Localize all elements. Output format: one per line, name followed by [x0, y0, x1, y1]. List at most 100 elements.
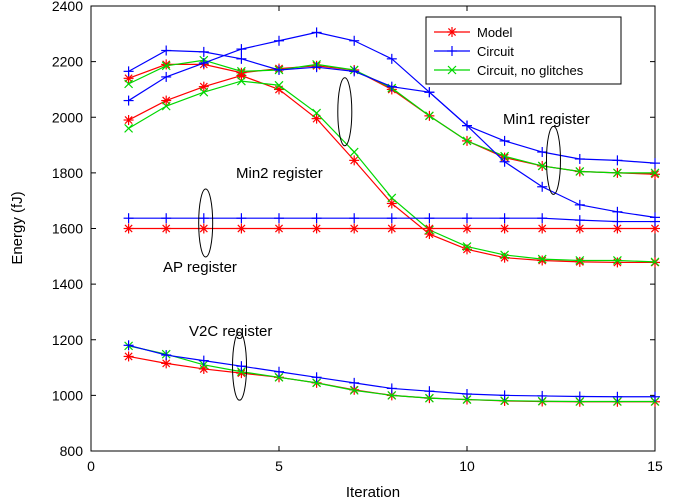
data-point-circuit — [274, 35, 284, 46]
data-point-circuit — [311, 62, 322, 73]
data-point-model — [198, 223, 209, 234]
data-point-circuit — [236, 213, 247, 224]
data-point-circuit-no-glitches — [161, 101, 171, 111]
data-point-circuit — [386, 383, 397, 394]
data-point-circuit — [236, 361, 247, 372]
data-point-circuit-no-glitches — [312, 378, 322, 388]
data-point-circuit — [386, 81, 397, 92]
data-point-circuit — [537, 181, 548, 192]
data-point-circuit-no-glitches — [424, 393, 434, 403]
group-min1-register — [123, 45, 660, 180]
data-point-circuit-no-glitches — [424, 111, 434, 121]
data-point-circuit — [650, 391, 660, 402]
data-point-model — [424, 223, 435, 234]
data-point-model — [311, 223, 322, 234]
data-point-circuit-no-glitches — [161, 61, 171, 71]
data-point-model — [499, 223, 510, 234]
data-point-model — [574, 223, 585, 234]
data-point-model — [161, 223, 172, 234]
v2c-ellipse — [232, 331, 248, 401]
data-point-circuit-no-glitches — [612, 256, 622, 265]
data-point-model — [123, 115, 134, 126]
y-tick-label: 2200 — [52, 54, 83, 70]
group-v2c-register — [123, 340, 660, 407]
data-point-circuit — [236, 44, 247, 55]
data-point-model — [161, 358, 172, 369]
data-point-model — [650, 169, 660, 180]
data-point-circuit-no-glitches — [500, 396, 510, 406]
data-point-circuit — [198, 355, 209, 366]
data-point-model — [349, 223, 360, 234]
data-point-circuit-no-glitches — [650, 257, 660, 267]
data-point-circuit — [462, 120, 472, 131]
y-tick-label: 1200 — [52, 332, 83, 348]
data-point-circuit-no-glitches — [349, 385, 359, 395]
data-point-circuit-no-glitches — [462, 136, 472, 146]
data-point-circuit — [537, 147, 548, 158]
data-point-circuit — [236, 53, 247, 64]
series-layer — [123, 27, 660, 407]
data-point-circuit — [349, 66, 360, 77]
y-axis-title: Energy (fJ) — [9, 191, 26, 264]
data-point-circuit-no-glitches — [312, 108, 322, 118]
data-point-circuit — [161, 350, 172, 361]
data-point-circuit — [424, 87, 435, 98]
x-axis-title: Iteration — [346, 484, 400, 501]
legend-marker — [447, 46, 457, 56]
data-point-circuit-no-glitches — [462, 395, 472, 404]
data-point-circuit — [274, 213, 284, 224]
data-point-circuit — [424, 386, 435, 397]
annotation-min1: Min1 register — [503, 111, 590, 128]
data-point-circuit — [574, 391, 585, 402]
x-tick-label: 5 — [275, 458, 283, 474]
data-point-circuit — [386, 213, 397, 224]
data-point-circuit — [198, 58, 209, 69]
data-point-circuit — [574, 215, 585, 226]
data-point-circuit — [424, 213, 435, 224]
y-tick-label: 1800 — [52, 165, 83, 181]
data-point-circuit-no-glitches — [236, 76, 246, 86]
data-point-circuit — [161, 213, 172, 224]
data-point-circuit — [462, 388, 472, 399]
data-point-circuit-no-glitches — [537, 161, 547, 171]
data-point-circuit-no-glitches — [575, 397, 585, 406]
data-point-model — [386, 198, 397, 209]
data-point-circuit — [462, 213, 472, 224]
axis-ticks: 0 5 10 15 800 1000 1200 1400 1600 1800 2000 2200 240… — [52, 0, 663, 474]
y-tick-label: 1400 — [52, 276, 83, 292]
data-point-circuit — [499, 156, 510, 167]
group-ap-register — [123, 213, 660, 234]
data-point-circuit-no-glitches — [612, 168, 622, 178]
data-point-model — [386, 223, 397, 234]
data-point-circuit — [499, 390, 510, 401]
legend-entry-circuit: Circuit — [434, 44, 514, 59]
data-point-circuit-no-glitches — [462, 242, 472, 252]
register-markers — [198, 77, 561, 401]
group-min2-register — [123, 27, 660, 268]
data-point-circuit — [123, 340, 134, 351]
data-point-circuit-no-glitches — [124, 123, 134, 133]
data-point-circuit — [499, 135, 510, 146]
legend-label: Model — [477, 25, 513, 40]
data-point-circuit — [274, 64, 284, 75]
data-point-model — [236, 70, 247, 81]
data-point-circuit — [198, 213, 209, 224]
legend-label: Circuit — [477, 44, 514, 59]
data-point-circuit — [612, 216, 623, 227]
legend-marker — [447, 27, 457, 37]
data-point-model — [161, 95, 172, 106]
data-point-circuit-no-glitches — [274, 372, 284, 382]
data-point-circuit — [311, 213, 322, 224]
data-point-circuit-no-glitches — [500, 250, 510, 260]
x-tick-label: 0 — [87, 458, 95, 474]
data-point-circuit — [612, 206, 623, 217]
data-point-circuit-no-glitches — [575, 167, 585, 176]
data-point-circuit — [537, 213, 548, 224]
y-tick-label: 1000 — [52, 387, 83, 403]
data-point-model — [123, 223, 134, 234]
data-point-circuit — [574, 199, 585, 210]
data-point-model — [274, 223, 284, 234]
data-point-circuit — [123, 213, 134, 224]
data-point-model — [612, 257, 623, 268]
data-point-circuit — [123, 95, 134, 106]
